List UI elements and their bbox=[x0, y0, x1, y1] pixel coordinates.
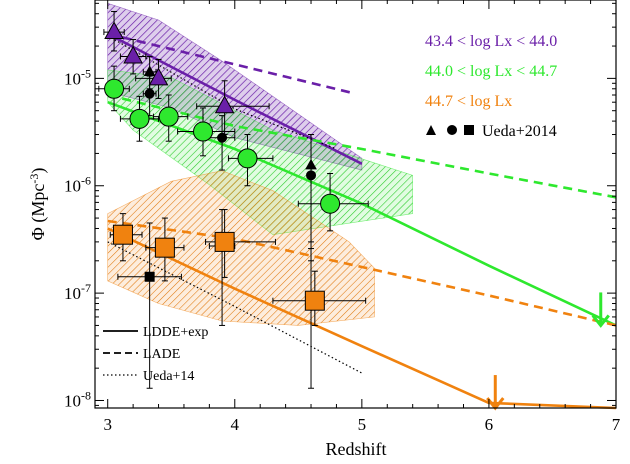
y-tick-label: 10-5 bbox=[64, 66, 91, 88]
legend-entry-purple: 43.4 < log Lx < 44.0 bbox=[425, 33, 557, 50]
legend-entry-ueda14: Ueda+14 bbox=[143, 369, 194, 384]
x-tick-label: 5 bbox=[358, 415, 367, 434]
data-point-green bbox=[237, 148, 258, 169]
data-point-green bbox=[158, 106, 179, 127]
x-tick-label: 4 bbox=[231, 415, 240, 434]
data-points bbox=[98, 10, 610, 411]
data-point-green bbox=[129, 108, 150, 129]
ueda-square-point bbox=[144, 271, 155, 282]
y-tick-label: 10-8 bbox=[64, 388, 91, 410]
ueda-circle-point bbox=[144, 88, 155, 99]
legend-entry-ueda: Ueda+2014 bbox=[482, 123, 557, 140]
legend: 43.4 < log Lx < 44.0 44.0 < log Lx < 44.… bbox=[103, 33, 557, 384]
lade-curve-green bbox=[107, 93, 617, 199]
x-tick-label: 7 bbox=[612, 415, 621, 434]
ldde-curve-orange bbox=[107, 227, 617, 410]
lade-curve-orange bbox=[107, 219, 617, 327]
data-point-purple bbox=[123, 45, 143, 64]
x-tick-label: 6 bbox=[485, 415, 494, 434]
x-tick-label: 3 bbox=[103, 415, 112, 434]
legend-ueda-square-icon bbox=[464, 125, 474, 135]
ueda-circle-point bbox=[217, 132, 228, 143]
y-tick-label: 10-7 bbox=[64, 281, 91, 303]
legend-ueda-circle-icon bbox=[447, 125, 457, 135]
data-point-purple bbox=[104, 21, 124, 40]
legend-entry-orange: 44.7 < log Lx bbox=[425, 93, 512, 110]
lade-curve-purple bbox=[107, 32, 356, 95]
ueda-circle-point bbox=[306, 170, 317, 181]
legend-ueda-triangle-icon bbox=[426, 125, 436, 135]
plot-frame bbox=[94, 0, 617, 409]
y-tick-label: 10-6 bbox=[64, 174, 91, 196]
legend-entry-lade: LADE bbox=[143, 347, 180, 362]
data-point-green bbox=[104, 78, 125, 99]
upper-limit-arrowhead-green bbox=[591, 314, 610, 328]
data-point-orange bbox=[112, 224, 133, 245]
data-point-orange bbox=[154, 237, 175, 258]
data-point-purple bbox=[214, 95, 235, 114]
axes: 3 4 5 6 7 10-5 10-6 10-7 10-8 bbox=[64, 0, 621, 434]
legend-entry-ldde: LDDE+exp bbox=[143, 325, 208, 340]
data-point-green bbox=[193, 121, 214, 142]
legend-entry-green: 44.0 < log Lx < 44.7 bbox=[425, 63, 557, 80]
data-point-orange bbox=[214, 231, 235, 252]
data-point-green bbox=[320, 193, 341, 214]
ueda-triangle-point bbox=[143, 65, 156, 76]
data-point-orange bbox=[304, 290, 325, 311]
data-point-purple bbox=[148, 67, 169, 86]
x-axis-label: Redshift bbox=[326, 439, 387, 459]
y-axis-label: Φ (Mpc-3) bbox=[27, 168, 49, 241]
